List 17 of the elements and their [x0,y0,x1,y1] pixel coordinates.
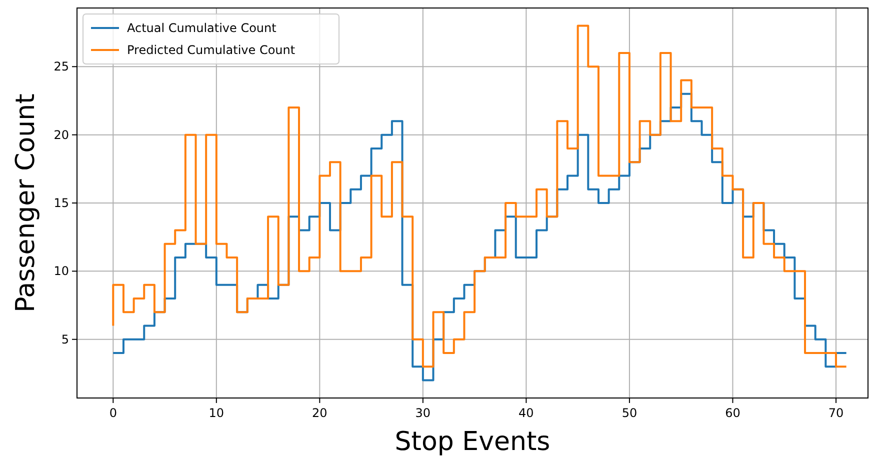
x-tick-label: 0 [109,406,117,420]
legend-label: Predicted Cumulative Count [127,43,296,57]
x-tick-label: 10 [208,406,224,420]
y-tick-label: 15 [54,196,69,210]
y-tick-label: 20 [54,128,69,142]
x-axis-title: Stop Events [394,427,550,457]
legend-label: Actual Cumulative Count [127,21,277,35]
x-tick-label: 20 [312,406,328,420]
y-tick-label: 25 [54,60,69,74]
x-tick-label: 60 [725,406,740,420]
x-tick-label: 50 [622,406,638,420]
y-tick-label: 10 [54,264,69,278]
x-tick-label: 40 [518,406,534,420]
x-tick-label: 30 [415,406,431,420]
y-axis-title: Passenger Count [11,94,41,312]
y-tick-label: 5 [61,332,69,346]
x-tick-label: 70 [828,406,844,420]
